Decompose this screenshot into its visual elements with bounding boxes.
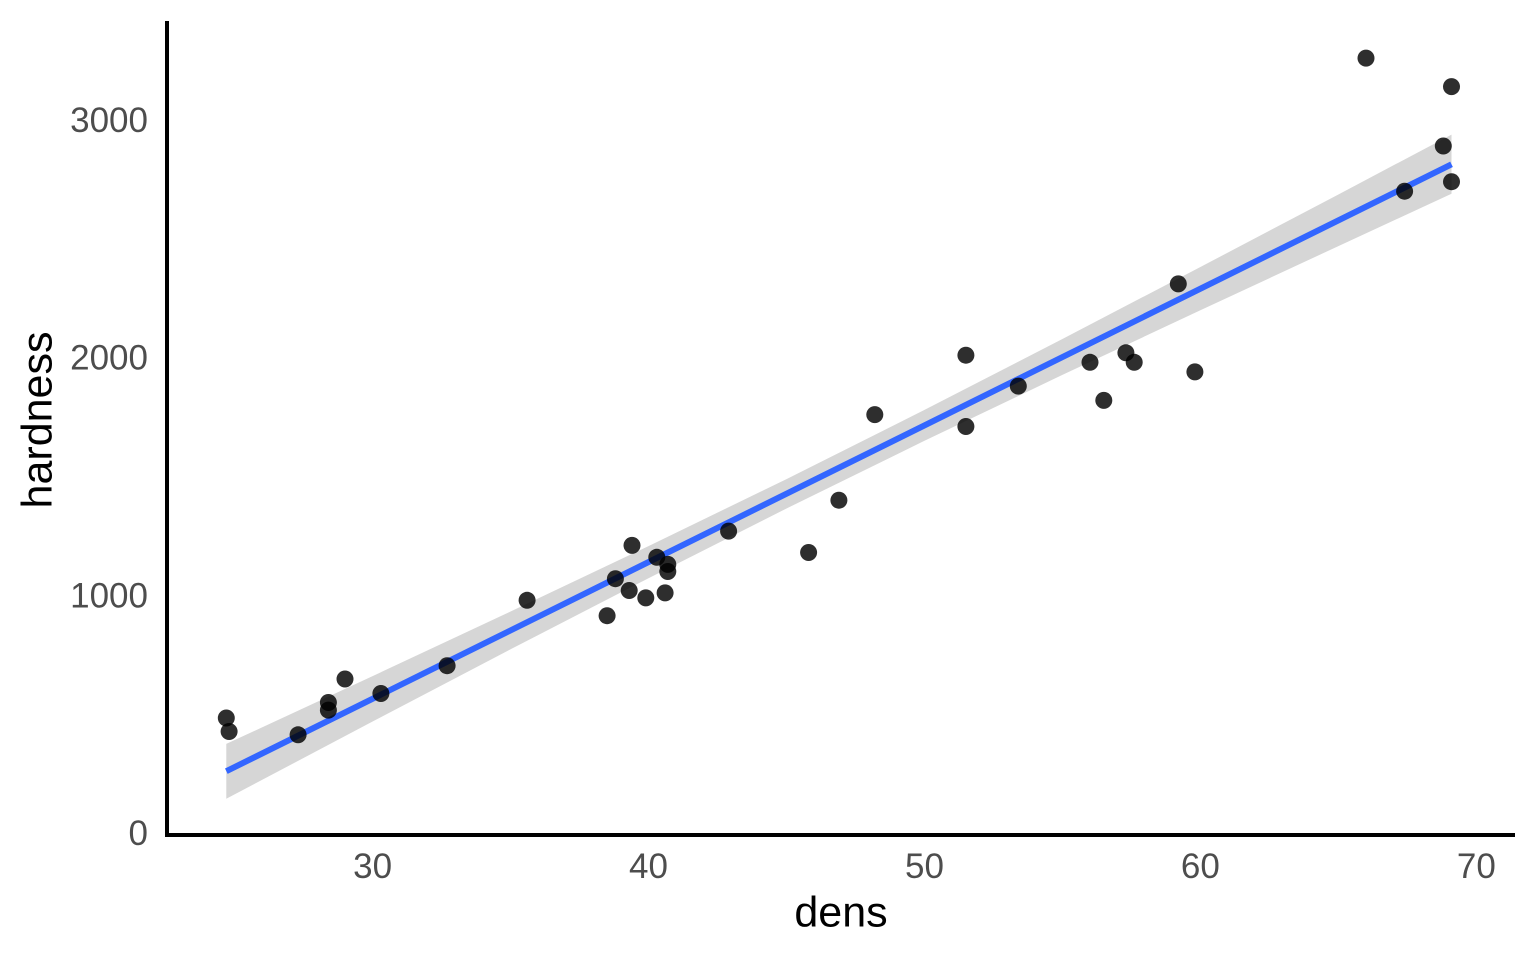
y-tick-label: 1000 bbox=[70, 576, 148, 615]
data-point bbox=[620, 582, 638, 599]
x-tick-label: 40 bbox=[629, 847, 668, 886]
data-point bbox=[1357, 49, 1375, 67]
data-point bbox=[659, 555, 677, 573]
data-point bbox=[830, 491, 848, 509]
data-point bbox=[1443, 173, 1460, 191]
data-point bbox=[336, 670, 354, 688]
data-point bbox=[1081, 353, 1099, 371]
data-point bbox=[957, 346, 975, 364]
data-point bbox=[220, 723, 238, 740]
data-point bbox=[1009, 377, 1027, 395]
data-point bbox=[1125, 353, 1143, 371]
x-tick-label: 30 bbox=[353, 847, 392, 886]
data-point bbox=[1169, 275, 1187, 293]
x-tick-label: 60 bbox=[1181, 847, 1220, 886]
data-point bbox=[1396, 182, 1414, 200]
y-tick-label: 3000 bbox=[70, 101, 148, 140]
data-point bbox=[319, 694, 337, 711]
x-tick-label: 50 bbox=[905, 847, 944, 886]
x-axis-title: dens bbox=[794, 888, 888, 937]
data-point bbox=[289, 726, 307, 744]
data-point bbox=[438, 657, 456, 675]
data-point bbox=[1186, 363, 1204, 381]
regression-line bbox=[224, 161, 1453, 774]
data-point bbox=[637, 589, 655, 607]
data-point bbox=[720, 522, 738, 540]
data-point bbox=[372, 685, 390, 702]
data-point bbox=[623, 536, 641, 554]
x-tick-label: 70 bbox=[1457, 847, 1496, 886]
data-point bbox=[656, 584, 674, 602]
data-point bbox=[957, 418, 975, 435]
y-tick-label: 0 bbox=[129, 814, 148, 853]
data-point bbox=[866, 406, 884, 424]
y-tick-label: 2000 bbox=[70, 339, 148, 378]
data-point bbox=[1443, 78, 1460, 96]
data-point bbox=[1434, 137, 1452, 155]
data-point bbox=[1095, 391, 1113, 409]
data-point bbox=[606, 570, 624, 588]
data-point bbox=[217, 709, 235, 727]
data-point bbox=[518, 591, 536, 609]
y-axis-title: hardness bbox=[13, 331, 62, 509]
axis-lines bbox=[165, 21, 1515, 837]
data-point bbox=[598, 607, 616, 625]
data-point bbox=[800, 544, 818, 561]
